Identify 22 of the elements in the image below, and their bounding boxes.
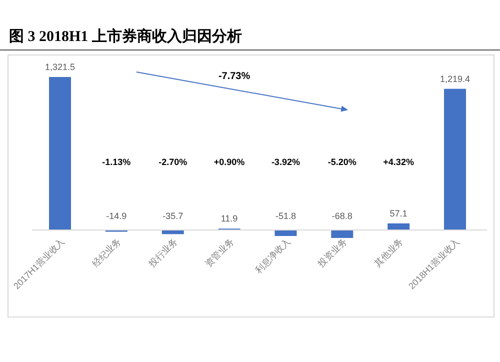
data-label: 1,321.5 — [44, 62, 76, 72]
annotation: -2.70% — [158, 157, 188, 167]
data-label: 57.1 — [390, 208, 408, 218]
x-tick-label: 投资业务 — [315, 236, 349, 270]
annotation: +4.32% — [383, 157, 414, 167]
data-label: -51.8 — [275, 211, 296, 221]
data-label: -68.8 — [332, 211, 352, 221]
x-tick-label: 经纪业务 — [90, 236, 123, 269]
x-tick-label: 投行业务 — [146, 236, 180, 270]
data-label: 1,219.4 — [440, 74, 470, 84]
x-tick-label: 资管业务 — [203, 236, 236, 269]
data-label: -35.7 — [162, 211, 184, 221]
annotation: -7.73% — [218, 71, 250, 82]
x-tick-label: 其他业务 — [372, 236, 405, 269]
annotation: +0.90% — [214, 157, 245, 167]
annotation: -3.92% — [271, 157, 300, 167]
x-tick-label: 利息净收入 — [253, 236, 292, 276]
data-label: 11.9 — [220, 214, 238, 224]
annotation: -5.20% — [328, 157, 356, 167]
data-label: -14.9 — [106, 211, 127, 221]
annotation: -1.13% — [102, 157, 131, 167]
chart-title: 图 3 2018H1 上市券商收入归因分析 — [9, 27, 242, 45]
